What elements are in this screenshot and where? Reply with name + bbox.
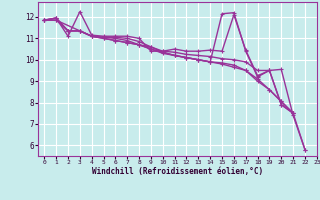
X-axis label: Windchill (Refroidissement éolien,°C): Windchill (Refroidissement éolien,°C) [92, 167, 263, 176]
